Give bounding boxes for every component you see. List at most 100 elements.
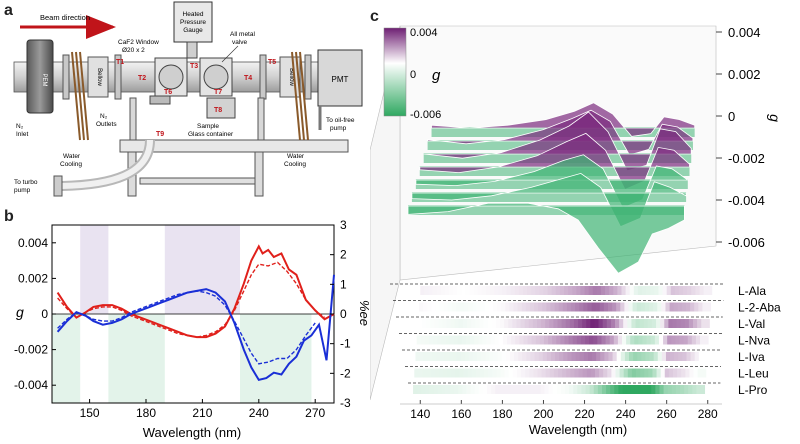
heatmap-cell [608, 352, 613, 361]
heatmap-cell [546, 352, 552, 361]
heatmap-cell [681, 368, 686, 378]
turbo-label-2: pump [14, 187, 31, 194]
ridge-L-Pro [407, 202, 685, 274]
heatmap-cell [674, 286, 680, 295]
heatmap-cell [700, 335, 705, 345]
pmt-label: PMT [332, 75, 349, 84]
heatmap-cell [521, 302, 527, 312]
heatmap-cell [540, 385, 545, 394]
heatmap-cell [494, 335, 500, 345]
heatmap-cell [450, 385, 455, 394]
heatmap-cell [690, 352, 696, 361]
heatmap-cell [469, 286, 475, 295]
heatmap-cell [445, 335, 450, 345]
heatmap-cell [514, 286, 520, 295]
heatmap-cell [555, 286, 561, 295]
water-cooling-left [71, 51, 89, 141]
heatmap-cell [650, 286, 655, 295]
heatmap-cell [427, 302, 432, 312]
heatmap-cell [466, 385, 471, 394]
heatmap-cell [637, 352, 642, 361]
heatmap-cell [672, 368, 678, 378]
heatmap-cell [439, 302, 445, 312]
heatmap-cell [673, 302, 679, 312]
y-tick-label: 0 [41, 307, 48, 321]
b-ylabel: g [16, 304, 24, 320]
heatmap-cell [553, 368, 559, 378]
heatmap-cell [633, 286, 639, 295]
strip-label-L-2-Aba: L-2-Aba [738, 301, 781, 315]
heatmap-cell [606, 385, 611, 394]
heatmap-cell [417, 385, 422, 394]
heatmap-cell [609, 335, 615, 345]
c-x-tick-label: 180 [492, 407, 512, 421]
heatmap-cell [498, 286, 503, 295]
heatmap-cell [601, 385, 607, 394]
heatmap-cell [419, 302, 424, 312]
heatmap-cell [684, 385, 689, 394]
heatmap-cell [656, 368, 662, 378]
heatmap-cell [456, 352, 462, 361]
heatmap-cell [693, 368, 699, 378]
heatmap-cell [688, 385, 693, 394]
heatmap-cell [583, 302, 588, 312]
shaded-region [108, 314, 165, 403]
heatmap-cell [565, 385, 570, 394]
gauge-label-2: Pressure [180, 19, 206, 26]
heatmap-cell [452, 352, 457, 361]
pressure-gauge [173, 1, 213, 43]
heatmap-cell [615, 368, 620, 378]
heatmap-cell [467, 368, 473, 378]
heatmap-cell [478, 335, 483, 345]
panel-label-c: c [370, 8, 379, 25]
heatmap-cell [694, 302, 699, 312]
heatmap-cell [479, 319, 484, 328]
heatmap-cell [566, 302, 572, 312]
heatmap-cell [629, 352, 634, 361]
heatmap-cell [421, 319, 427, 328]
heatmap-cell [477, 286, 483, 295]
heatmap-cell [659, 385, 664, 394]
heatmap-cell [495, 319, 501, 328]
heatmap-cell [518, 286, 524, 295]
pem-label: PEM [41, 73, 47, 86]
heatmap-cell [504, 368, 510, 378]
heatmap-cell [509, 302, 514, 312]
heatmap-cell [504, 319, 509, 328]
c-x-tick-label: 280 [698, 407, 718, 421]
n2-outlets-2: Outlets [96, 121, 117, 128]
heatmap-cell [589, 385, 595, 394]
heatmap-cell [547, 286, 553, 295]
heatmap-cell [564, 286, 569, 295]
heatmap-cell [634, 335, 639, 345]
heatmap-cell [695, 286, 700, 295]
z-tick-label: 0 [728, 109, 735, 124]
heatmap-cell [542, 352, 548, 361]
sample-label-2: Glass container [188, 131, 234, 138]
heatmap-cell [437, 335, 442, 345]
heatmap-cell [669, 302, 675, 312]
heatmap-cell [700, 385, 706, 394]
heatmap-cell [526, 352, 531, 361]
heatmap-cell [578, 368, 584, 378]
heatmap-cell [515, 335, 520, 345]
heatmap-cell [613, 335, 619, 345]
heatmap-cell [646, 335, 652, 345]
heatmap-cell [552, 335, 557, 345]
heatmap-cell [425, 385, 430, 394]
heatmap-cell [482, 335, 487, 345]
heatmap-cell [497, 352, 503, 361]
heatmap-cell [677, 368, 682, 378]
heatmap-cell [589, 335, 594, 345]
heatmap-cell [502, 335, 508, 345]
heatmap-cell [544, 385, 549, 394]
heatmap-cell [571, 352, 577, 361]
heatmap-cell [471, 319, 476, 328]
heatmap-cell [612, 352, 618, 361]
heatmap-cell [605, 286, 610, 295]
ridge-baseband [408, 205, 685, 215]
heatmap-cell [561, 319, 567, 328]
colorbar-zero: 0 [410, 69, 416, 81]
heatmap-cell [483, 319, 489, 328]
heatmap-cell [585, 385, 591, 394]
